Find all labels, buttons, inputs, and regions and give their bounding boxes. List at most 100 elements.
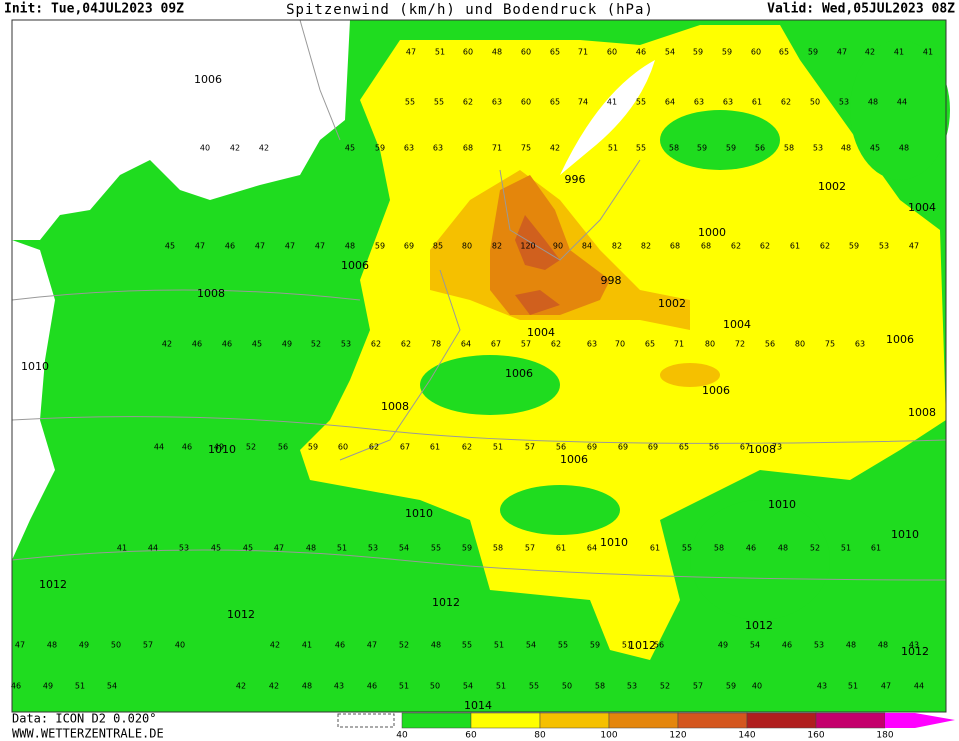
legend-tick-label: 60: [465, 731, 477, 741]
wind-speed: 58: [714, 544, 724, 553]
isobar-label: 1008: [381, 400, 409, 413]
wind-speed: 59: [697, 144, 707, 153]
wind-speed: 48: [878, 641, 888, 650]
isobar-label: 1012: [745, 619, 773, 632]
wind-speed: 75: [521, 144, 531, 153]
wind-speed: 75: [825, 340, 835, 349]
wind-speed: 60: [463, 48, 473, 57]
wind-speed: 69: [648, 443, 658, 452]
wind-speed: 71: [674, 340, 684, 349]
wind-speed: 60: [521, 48, 531, 57]
isobar-label: 1010: [405, 507, 433, 520]
wind-speed: 67: [400, 443, 410, 452]
wind-speed: 61: [556, 544, 566, 553]
wind-speed: 59: [726, 144, 736, 153]
wind-speed: 50: [810, 98, 820, 107]
wind-speed: 69: [618, 443, 628, 452]
wind-speed: 45: [211, 544, 221, 553]
wind-speed: 46: [182, 443, 192, 452]
wind-speed: 47: [909, 242, 919, 251]
wind-speed: 51: [841, 544, 851, 553]
wind-speed: 55: [434, 98, 444, 107]
legend-tick-label: 140: [738, 731, 755, 741]
wind-speed: 52: [810, 544, 820, 553]
wind-speed: 61: [752, 98, 762, 107]
wind-speed: 54: [526, 641, 536, 650]
isobar-label: 1006: [505, 367, 533, 380]
wind-speed: 53: [627, 682, 637, 691]
legend: [337, 713, 395, 728]
wind-speed: 48: [846, 641, 856, 650]
wind-speed: 45: [345, 144, 355, 153]
wind-speed: 50: [430, 682, 440, 691]
wind-speed: 41: [117, 544, 127, 553]
wind-speed: 51: [608, 144, 618, 153]
wind-speed: 44: [148, 544, 158, 553]
wind-speed: 78: [431, 340, 441, 349]
wind-speed: 69: [404, 242, 414, 251]
wind-speed: 45: [165, 242, 175, 251]
isobar-label: 1008: [908, 406, 936, 419]
wind-speed: 52: [246, 443, 256, 452]
wind-speed: 67: [491, 340, 501, 349]
legend-tick-label: 180: [876, 731, 893, 741]
wind-speed: 62: [551, 340, 561, 349]
wind-speed: 45: [252, 340, 262, 349]
wind-speed: 61: [650, 544, 660, 553]
wind-speed: 62: [781, 98, 791, 107]
wind-speed: 49: [79, 641, 89, 650]
wind-speed: 63: [433, 144, 443, 153]
wind-speed: 42: [269, 682, 279, 691]
isobar-label: 1012: [901, 645, 929, 658]
wind-speed: 52: [660, 682, 670, 691]
isobar-label: 1012: [628, 639, 656, 652]
wind-speed: 54: [107, 682, 117, 691]
wind-speed: 55: [558, 641, 568, 650]
wind-speed: 69: [587, 443, 597, 452]
isobar-label: 996: [565, 173, 586, 186]
isobar-label: 1004: [527, 326, 555, 339]
wind-speed: 46: [636, 48, 646, 57]
wind-speed: 47: [837, 48, 847, 57]
isobar-label: 1000: [698, 226, 726, 239]
isobar-label: 1010: [600, 536, 628, 549]
wind-speed: 50: [111, 641, 121, 650]
wind-speed: 48: [868, 98, 878, 107]
legend-swatch: [815, 712, 886, 729]
wind-speed: 59: [462, 544, 472, 553]
legend-arrow: [885, 713, 955, 728]
wind-speed: 59: [849, 242, 859, 251]
wind-speed: 71: [492, 144, 502, 153]
wind-speed: 64: [587, 544, 597, 553]
wind-speed: 40: [752, 682, 762, 691]
wind-speed: 58: [595, 682, 605, 691]
wind-speed: 47: [255, 242, 265, 251]
wind-speed: 46: [192, 340, 202, 349]
isobar-label: 1002: [658, 297, 686, 310]
wind-speed: 120: [520, 242, 535, 251]
wind-speed: 48: [306, 544, 316, 553]
wind-speed: 50: [562, 682, 572, 691]
wind-speed: 55: [405, 98, 415, 107]
wind-speed: 46: [782, 641, 792, 650]
wind-speed: 47: [285, 242, 295, 251]
legend-swatch: [677, 712, 748, 729]
wind-speed: 63: [694, 98, 704, 107]
wind-speed: 60: [607, 48, 617, 57]
wind-speed: 41: [894, 48, 904, 57]
wind-speed: 62: [731, 242, 741, 251]
wind-speed: 56: [709, 443, 719, 452]
wind-speed: 53: [179, 544, 189, 553]
wind-speed: 58: [784, 144, 794, 153]
wind-speed: 47: [15, 641, 25, 650]
wind-speed: 42: [162, 340, 172, 349]
wind-speed: 51: [75, 682, 85, 691]
isobar-label: 1010: [891, 528, 919, 541]
wind-speed: 51: [435, 48, 445, 57]
wind-speed: 41: [302, 641, 312, 650]
wind-speed: 67: [740, 443, 750, 452]
wind-speed: 65: [550, 48, 560, 57]
wind-speed: 42: [259, 144, 269, 153]
wind-speed: 62: [462, 443, 472, 452]
wind-speed: 59: [375, 242, 385, 251]
